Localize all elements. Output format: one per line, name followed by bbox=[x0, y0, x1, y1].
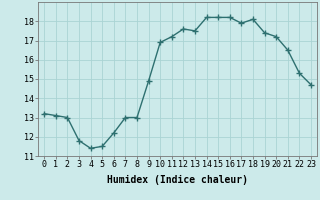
X-axis label: Humidex (Indice chaleur): Humidex (Indice chaleur) bbox=[107, 175, 248, 185]
